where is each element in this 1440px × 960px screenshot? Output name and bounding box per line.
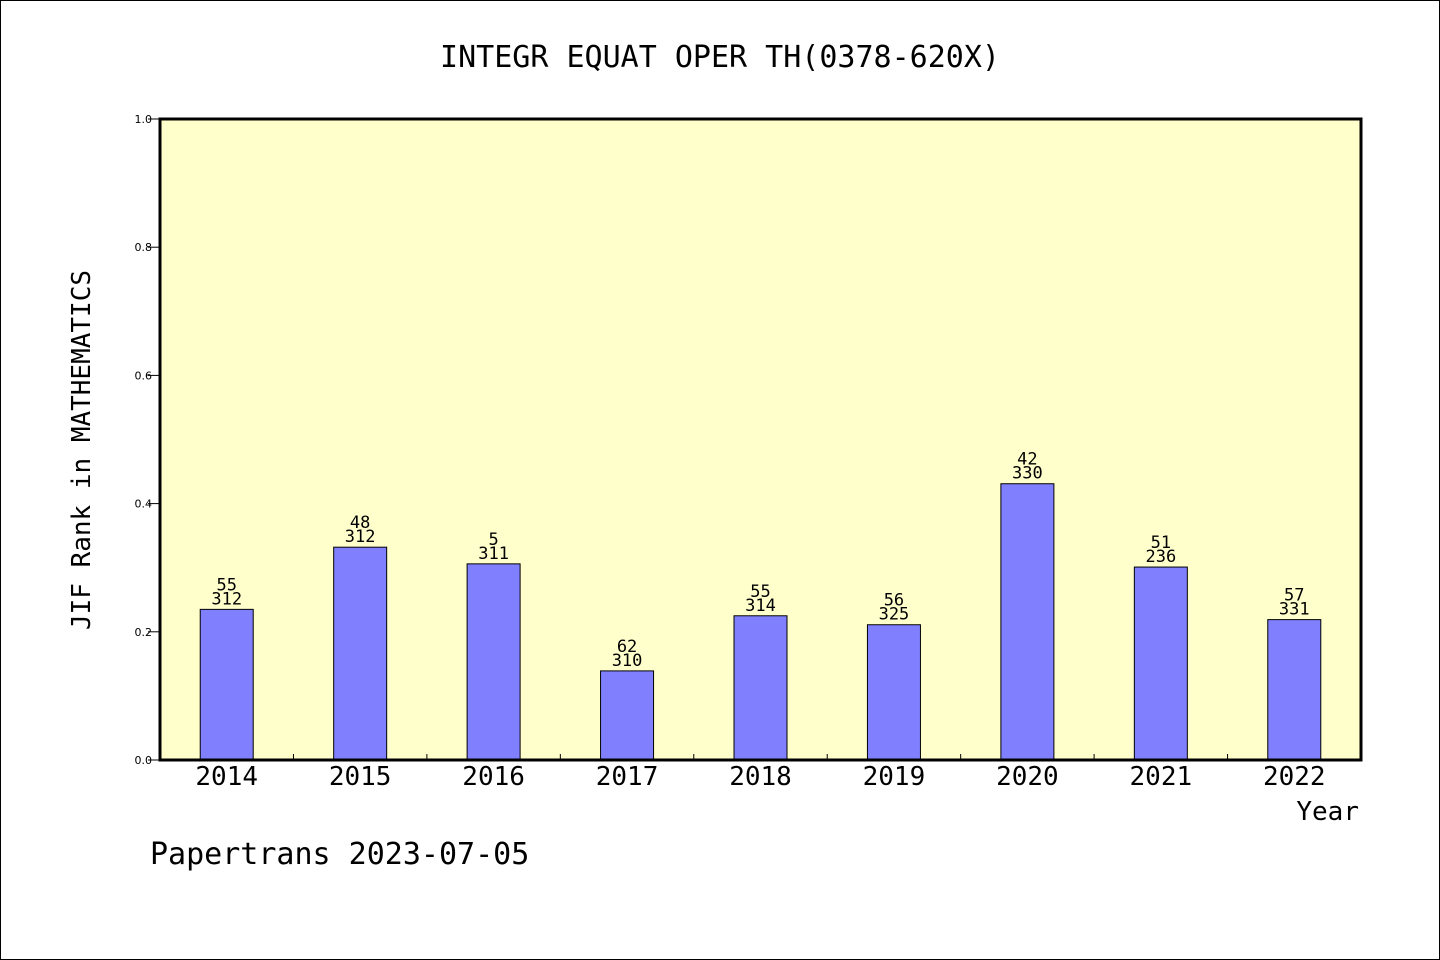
x-tick-label-2014: 2014	[195, 762, 258, 792]
footer-credit: Papertrans 2023-07-05	[150, 837, 529, 872]
bar-2015	[333, 546, 388, 761]
bar-2021	[1133, 566, 1188, 761]
bar-total-label-2014: 312	[211, 589, 242, 609]
bar-2017	[600, 670, 655, 761]
bar-2020	[1000, 483, 1055, 761]
x-tick-label-2016: 2016	[462, 762, 525, 792]
bar-rank-label-2022: 57	[1284, 586, 1304, 606]
x-tick-label-2019: 2019	[863, 762, 926, 792]
y-tick-label-0.8: 0.8	[135, 241, 153, 254]
plot-border	[158, 117, 1363, 762]
bar-total-label-2016: 311	[478, 544, 509, 564]
bar-2018	[733, 615, 788, 761]
y-axis-label: JIF Rank in MATHEMATICS	[67, 270, 97, 630]
bar-2019	[866, 624, 921, 761]
bar-total-label-2017: 310	[612, 651, 643, 671]
y-tick-label-0.2: 0.2	[135, 626, 153, 639]
bar-rank-label-2017: 62	[617, 637, 637, 657]
bar-rank-label-2019: 56	[884, 591, 904, 611]
chart-title: INTEGR EQUAT OPER TH(0378-620X)	[440, 40, 1000, 75]
bar-rank-label-2020: 42	[1017, 450, 1037, 470]
bar-rank-label-2014: 55	[216, 575, 236, 595]
bar-total-label-2019: 325	[879, 605, 910, 625]
bar-total-label-2021: 236	[1145, 547, 1176, 567]
bar-total-label-2015: 312	[345, 527, 376, 547]
x-tick-label-2017: 2017	[596, 762, 659, 792]
x-tick-label-2022: 2022	[1263, 762, 1326, 792]
bar-total-label-2022: 331	[1279, 600, 1310, 620]
bar-rank-label-2016: 5	[488, 530, 498, 550]
y-tick-label-1.0: 1.0	[135, 113, 153, 126]
bar-2014	[199, 608, 254, 761]
bar-total-label-2018: 314	[745, 596, 776, 616]
bar-2016	[466, 563, 521, 761]
x-tick-label-2015: 2015	[329, 762, 392, 792]
y-tick-label-0.0: 0.0	[135, 754, 153, 767]
x-axis-label: Year	[1296, 797, 1359, 827]
bar-total-label-2020: 330	[1012, 464, 1043, 484]
x-tick-label-2020: 2020	[996, 762, 1059, 792]
bar-rank-label-2021: 51	[1151, 533, 1171, 553]
y-tick-label-0.4: 0.4	[135, 498, 153, 511]
bar-rank-label-2018: 55	[750, 582, 770, 602]
y-tick-label-0.6: 0.6	[135, 369, 153, 382]
bar-rank-label-2015: 48	[350, 513, 370, 533]
x-tick-label-2018: 2018	[729, 762, 792, 792]
x-tick-label-2021: 2021	[1130, 762, 1193, 792]
bar-2022	[1267, 619, 1322, 761]
